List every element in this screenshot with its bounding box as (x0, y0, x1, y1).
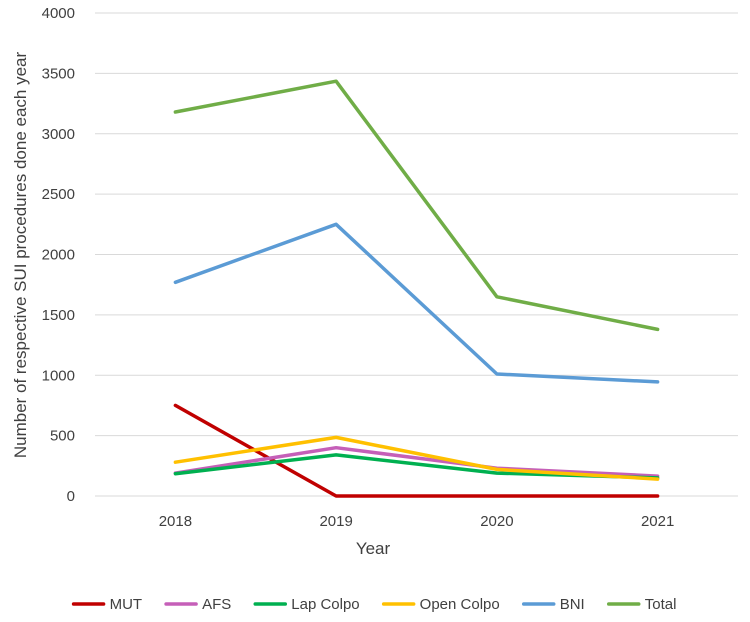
x-axis-ticks: 2018 2019 2020 2021 (159, 513, 675, 530)
y-tick-label: 0 (67, 488, 75, 505)
legend-label: BNI (560, 596, 585, 613)
x-tick-label: 2018 (159, 513, 192, 530)
y-tick-label: 4000 (42, 5, 75, 22)
x-tick-label: 2021 (641, 513, 674, 530)
y-tick-label: 3000 (42, 126, 75, 143)
series-line-total (173, 79, 660, 332)
x-tick-label: 2020 (480, 513, 513, 530)
series-line-afs (173, 445, 660, 478)
series-lines (173, 79, 660, 498)
y-tick-label: 1000 (42, 367, 75, 384)
x-axis-label: Year (356, 539, 391, 558)
y-axis-label: Number of respective SUI procedures done… (11, 52, 30, 459)
y-tick-label: 1500 (42, 307, 75, 324)
y-tick-label: 2500 (42, 186, 75, 203)
x-tick-label: 2019 (319, 513, 352, 530)
legend-label: Open Colpo (420, 596, 500, 613)
y-tick-label: 500 (50, 428, 75, 445)
gridlines (95, 12, 738, 497)
y-axis-ticks: 0 500 1000 1500 2000 2500 3000 3500 4000 (42, 5, 75, 505)
legend-label: Total (645, 596, 677, 613)
legend-label: MUT (110, 596, 143, 613)
series-line-open-colpo (173, 435, 660, 481)
legend: MUT AFS Lap Colpo Open Colpo BNI Total (71, 596, 677, 613)
series-line-bni (173, 222, 660, 384)
legend-label: Lap Colpo (291, 596, 359, 613)
y-tick-label: 3500 (42, 65, 75, 82)
legend-label: AFS (202, 596, 231, 613)
y-tick-label: 2000 (42, 247, 75, 264)
